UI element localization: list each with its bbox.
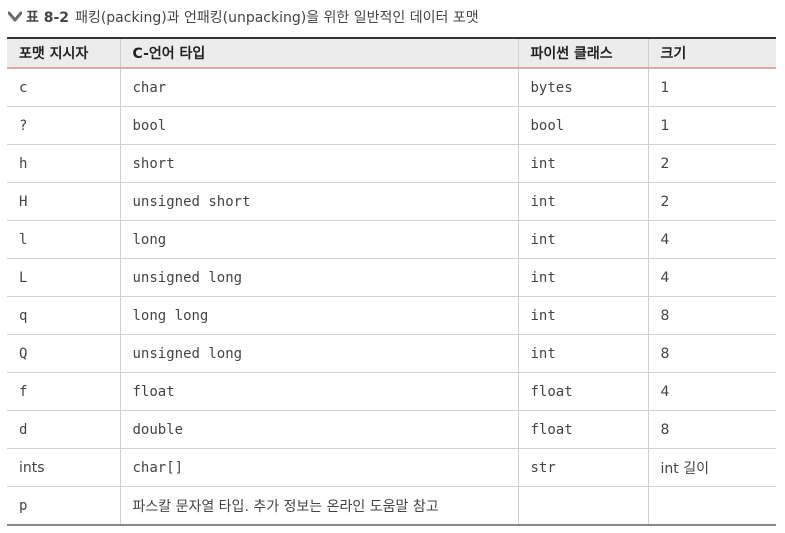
cell-format: p: [7, 486, 120, 526]
cell-python-class: int: [517, 334, 648, 373]
table-title: 패킹(packing)과 언패킹(unpacking)을 위한 일반적인 데이터…: [75, 10, 479, 26]
cell-size: 2: [647, 182, 776, 221]
cell-python-class: int: [517, 220, 648, 259]
cell-c-type: char[]: [119, 448, 518, 487]
header-size: 크기: [647, 37, 776, 69]
cell-format: H: [7, 182, 120, 221]
cell-python-class: [517, 486, 648, 526]
cell-python-class: int: [517, 258, 648, 297]
cell-c-type: long long: [119, 296, 518, 335]
cell-python-class: int: [517, 296, 648, 335]
table-row: H unsigned short int 2: [7, 182, 776, 221]
cell-python-class: int: [517, 144, 648, 183]
cell-format: ints: [7, 448, 120, 487]
cell-size: 4: [647, 220, 776, 259]
cell-size: 4: [647, 258, 776, 297]
cell-c-type: unsigned long: [119, 258, 518, 297]
cell-c-type: short: [119, 144, 518, 183]
cell-format: h: [7, 144, 120, 183]
cell-format: Q: [7, 334, 120, 373]
cell-size: 8: [647, 334, 776, 373]
header-c-type: C-언어 타입: [119, 37, 518, 69]
cell-python-class: float: [517, 410, 648, 449]
table-row: c char bytes 1: [7, 68, 776, 107]
header-python-class: 파이썬 클래스: [517, 37, 648, 69]
cell-c-type: double: [119, 410, 518, 449]
cell-c-type: float: [119, 372, 518, 411]
cell-format: f: [7, 372, 120, 411]
table-row: ints char[] str int 길이: [7, 448, 776, 487]
cell-c-type: unsigned short: [119, 182, 518, 221]
cell-size: 8: [647, 296, 776, 335]
table-row: Q unsigned long int 8: [7, 334, 776, 373]
table-row: p 파스칼 문자열 타입. 추가 정보는 온라인 도움말 참고: [7, 486, 776, 526]
cell-format: l: [7, 220, 120, 259]
cell-python-class: int: [517, 182, 648, 221]
cell-size: 8: [647, 410, 776, 449]
table-row: l long int 4: [7, 220, 776, 259]
cell-size: 2: [647, 144, 776, 183]
cell-format: c: [7, 68, 120, 107]
table-row: ? bool bool 1: [7, 106, 776, 145]
table-row: L unsigned long int 4: [7, 258, 776, 297]
cell-size: [647, 486, 776, 526]
cell-format: L: [7, 258, 120, 297]
table-number: 표 8-2: [26, 10, 70, 26]
table-row: h short int 2: [7, 144, 776, 183]
cell-format: ?: [7, 106, 120, 145]
cell-size: int 길이: [647, 448, 776, 487]
header-format-specifier: 포맷 지시자: [7, 37, 120, 69]
cell-size: 4: [647, 372, 776, 411]
table-row: d double float 8: [7, 410, 776, 449]
table-row: f float float 4: [7, 372, 776, 411]
table-row: q long long int 8: [7, 296, 776, 335]
cell-python-class: float: [517, 372, 648, 411]
table-header-row: 포맷 지시자 C-언어 타입 파이썬 클래스 크기: [7, 37, 776, 69]
cell-c-type: bool: [119, 106, 518, 145]
cell-python-class: str: [517, 448, 648, 487]
cell-size: 1: [647, 68, 776, 107]
cell-python-class: bytes: [517, 68, 648, 107]
table-caption: 표 8-2 패킹(packing)과 언패킹(unpacking)을 위한 일반…: [7, 6, 479, 28]
chevron-down-icon: [7, 11, 23, 23]
cell-format: d: [7, 410, 120, 449]
cell-format: q: [7, 296, 120, 335]
cell-c-type: long: [119, 220, 518, 259]
cell-c-type: unsigned long: [119, 334, 518, 373]
cell-python-class: bool: [517, 106, 648, 145]
cell-size: 1: [647, 106, 776, 145]
data-format-table: 포맷 지시자 C-언어 타입 파이썬 클래스 크기 c char bytes 1…: [7, 37, 776, 526]
cell-c-type: char: [119, 68, 518, 107]
cell-c-type: 파스칼 문자열 타입. 추가 정보는 온라인 도움말 참고: [119, 486, 518, 526]
